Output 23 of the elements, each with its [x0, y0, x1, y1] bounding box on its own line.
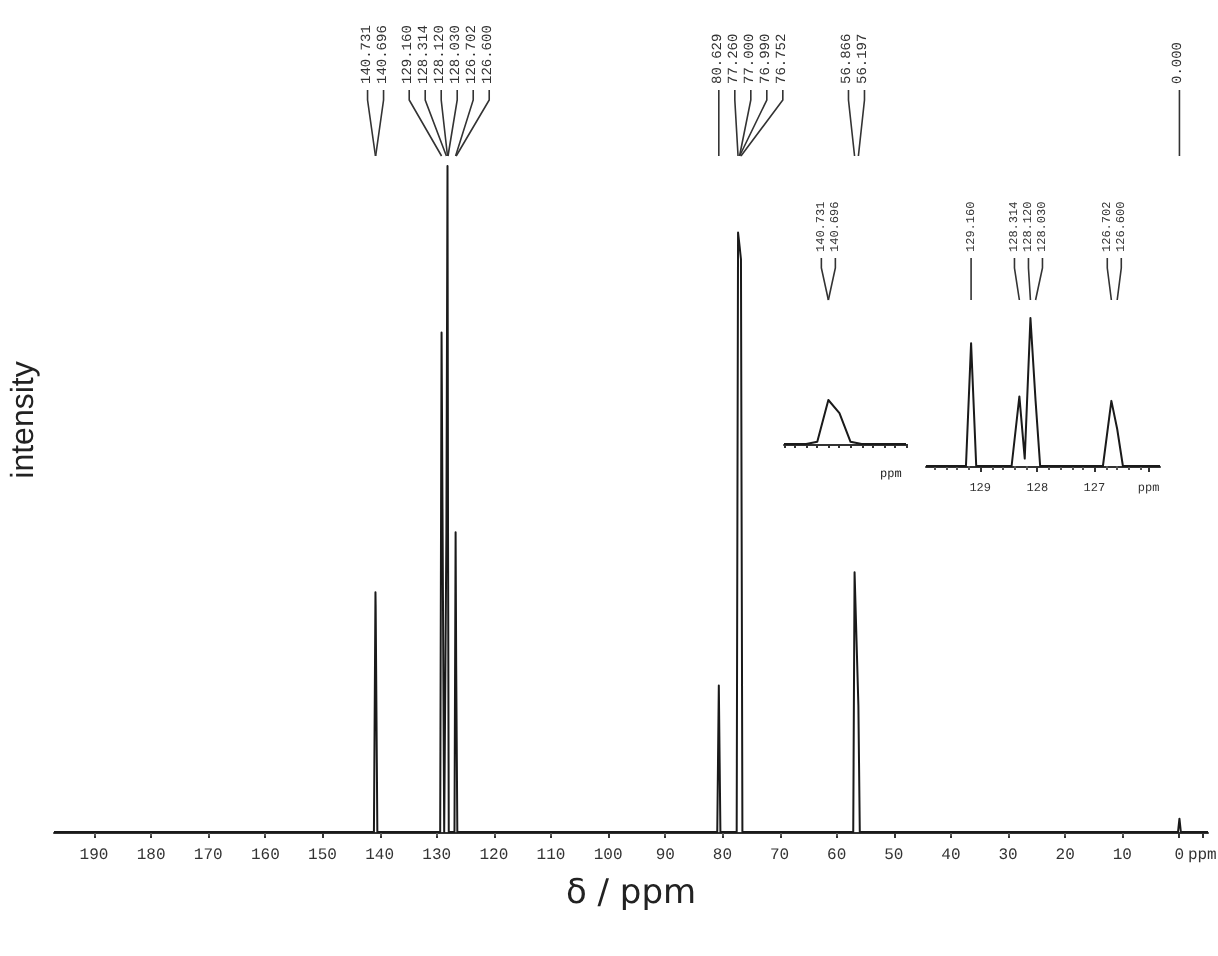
x-tick-label: 0 [1174, 847, 1185, 865]
x-tick-label: 30 [998, 847, 1019, 865]
x-tick-label: 180 [136, 847, 166, 865]
x-tick-label: 10 [1112, 847, 1133, 865]
x-tick-label: 140 [365, 847, 395, 865]
x-tick-label: ppm [1187, 847, 1218, 865]
x-axis-title: δ / ppm [565, 873, 697, 913]
x-tick-label: 190 [79, 847, 109, 865]
x-tick-label: 80 [712, 847, 733, 865]
y-axis-title: intensity [7, 361, 41, 479]
x-tick-label: 120 [479, 847, 509, 865]
x-tick-label: 100 [593, 847, 623, 865]
x-tick-label: 90 [655, 847, 676, 865]
x-tick-label: 160 [250, 847, 281, 865]
x-tick-label: 70 [769, 847, 790, 865]
x-tick-label: 50 [884, 847, 904, 865]
x-tick-label: 110 [536, 847, 566, 865]
x-tick-label: 170 [193, 847, 224, 865]
x-tick-label: 60 [827, 847, 847, 865]
x-tick-label: 150 [308, 847, 338, 865]
x-tick-label: 20 [1055, 847, 1076, 865]
x-tick-label: 130 [422, 847, 452, 865]
x-tick-label: 40 [941, 847, 961, 865]
